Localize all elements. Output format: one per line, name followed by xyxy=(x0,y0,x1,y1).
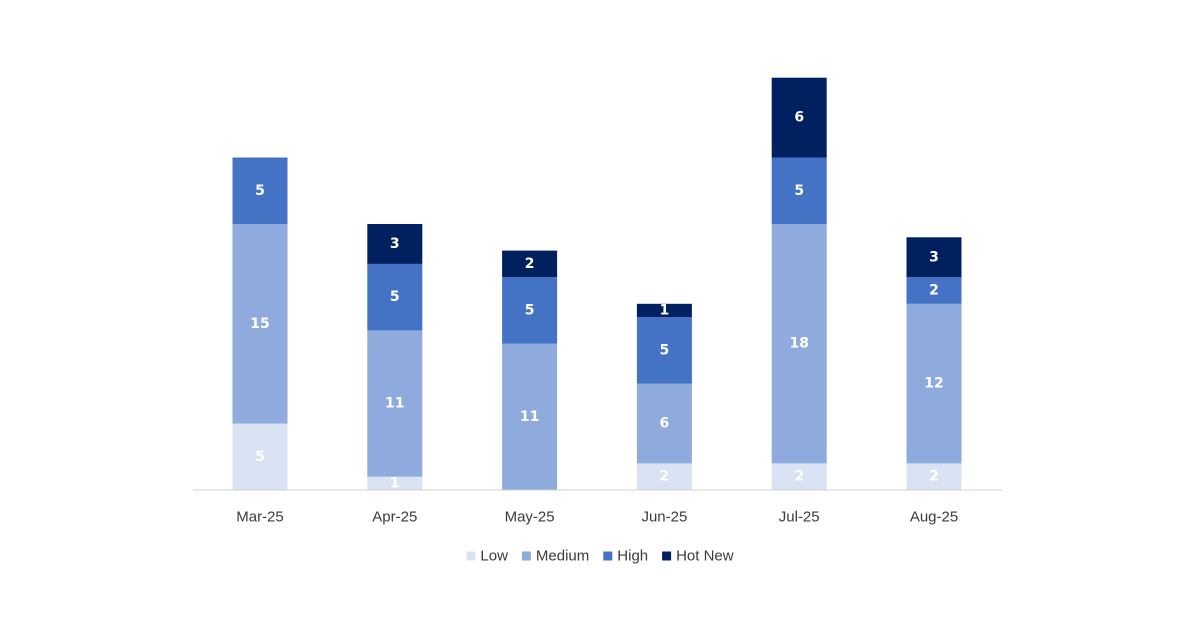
bar-segment-high-apr-25 xyxy=(367,263,423,331)
legend-swatch-low xyxy=(466,551,476,561)
bar-segment-medium-apr-25 xyxy=(367,330,423,477)
data-label-hot-new-aug-25: 3 xyxy=(929,249,939,265)
legend-label-hot-new: Hot New xyxy=(676,548,734,565)
bar-segment-low-mar-25 xyxy=(232,423,288,490)
data-label-low-aug-25: 2 xyxy=(929,469,939,485)
legend-label-low: Low xyxy=(480,548,508,565)
data-label-medium-jun-25: 6 xyxy=(660,416,670,432)
data-label-low-jun-25: 2 xyxy=(660,469,670,485)
bar-segment-hot-new-jun-25 xyxy=(636,303,692,318)
data-label-medium-aug-25: 12 xyxy=(924,376,943,392)
bar-segment-hot-new-apr-25 xyxy=(367,224,423,264)
bar-segment-low-jul-25 xyxy=(771,463,827,490)
x-tick-label-mar-25: Mar-25 xyxy=(236,509,284,526)
bar-segment-medium-jun-25 xyxy=(636,383,692,464)
data-label-medium-may-25: 11 xyxy=(520,409,539,425)
x-tick-label-aug-25: Aug-25 xyxy=(910,509,958,526)
data-label-medium-mar-25: 15 xyxy=(250,316,269,332)
legend: Low Medium High Hot New xyxy=(466,548,734,565)
bar-segment-high-jul-25 xyxy=(771,157,827,224)
data-label-low-apr-25: 1 xyxy=(390,475,400,491)
data-label-low-jul-25: 2 xyxy=(794,469,804,485)
bar-segment-low-jun-25 xyxy=(636,463,692,490)
bar-segment-hot-new-jul-25 xyxy=(771,77,827,158)
legend-swatch-high xyxy=(603,551,613,561)
data-label-medium-jul-25: 18 xyxy=(789,336,808,352)
bar-segment-hot-new-aug-25 xyxy=(906,237,962,278)
bar-segment-high-may-25 xyxy=(502,277,558,344)
bar-segment-low-apr-25 xyxy=(367,476,423,490)
bar-segment-medium-jul-25 xyxy=(771,224,827,464)
bar-segment-medium-may-25 xyxy=(502,343,558,490)
data-label-high-jul-25: 5 xyxy=(794,183,804,199)
bar-segment-hot-new-may-25 xyxy=(502,250,558,278)
data-label-high-may-25: 5 xyxy=(525,302,535,318)
legend-label-high: High xyxy=(617,548,648,565)
x-tick-label-apr-25: Apr-25 xyxy=(372,509,417,526)
bar-segment-high-mar-25 xyxy=(232,157,288,224)
bar-segment-high-aug-25 xyxy=(906,277,962,304)
data-label-high-mar-25: 5 xyxy=(255,183,265,199)
data-label-high-jun-25: 5 xyxy=(660,342,670,358)
data-label-medium-apr-25: 11 xyxy=(385,396,404,412)
data-label-low-mar-25: 5 xyxy=(255,449,265,465)
x-tick-label-jul-25: Jul-25 xyxy=(779,509,820,526)
data-label-hot-new-apr-25: 3 xyxy=(390,236,400,252)
legend-swatch-medium xyxy=(521,551,531,561)
legend-label-medium: Medium xyxy=(536,548,589,565)
data-label-hot-new-jul-25: 6 xyxy=(794,110,804,126)
legend-swatch-hot-new xyxy=(662,551,672,561)
x-tick-label-jun-25: Jun-25 xyxy=(641,509,687,526)
data-label-hot-new-jun-25: 1 xyxy=(660,303,670,319)
bar-segment-high-jun-25 xyxy=(636,317,692,384)
x-tick-label-may-25: May-25 xyxy=(505,509,555,526)
bar-segment-medium-aug-25 xyxy=(906,303,962,464)
data-label-high-aug-25: 2 xyxy=(929,283,939,299)
data-label-high-apr-25: 5 xyxy=(390,289,400,305)
bar-segment-medium-mar-25 xyxy=(232,224,288,424)
x-tick-labels: Mar-25 Apr-25 May-25 Jun-25 Jul-25 Aug-25 xyxy=(236,509,958,526)
bar-segment-low-aug-25 xyxy=(906,463,962,490)
data-label-hot-new-may-25: 2 xyxy=(525,256,535,272)
